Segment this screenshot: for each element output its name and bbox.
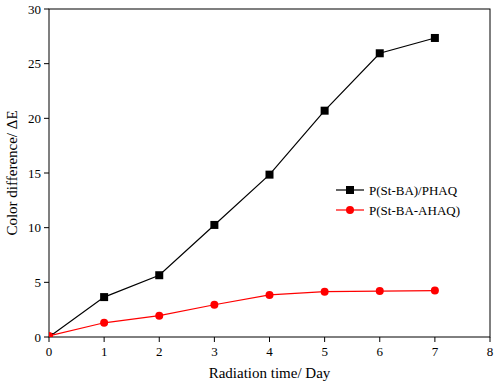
y-tick [44,9,49,10]
legend-label: P(St-BA-AHAQ) [369,203,460,218]
x-tick-label: 2 [156,344,163,359]
legend: P(St-BA)/PHAQ P(St-BA-AHAQ) [336,183,460,218]
x-tick-label: 5 [321,344,328,359]
point-circle [210,301,218,309]
y-tick [44,227,49,228]
point-circle [49,332,53,337]
point-square [431,34,439,42]
y-tick-label: 30 [28,2,41,17]
point-square [155,271,163,279]
point-square [376,49,384,57]
point-square [210,221,218,229]
legend-label: P(St-BA)/PHAQ [369,183,458,198]
point-circle [266,291,274,299]
y-tick-label: 0 [35,330,42,345]
y-tick [44,118,49,119]
series-line [49,291,435,336]
x-tick [379,337,380,342]
chart: 0 1 2 3 4 5 6 7 8 0 5 10 15 20 25 30 Radiation time/ Day… [0,0,500,388]
y-tick [44,63,49,64]
point-circle [100,319,108,327]
point-circle [431,287,439,295]
x-tick [490,337,491,342]
x-tick [49,337,50,342]
x-tick [434,337,435,342]
plot-frame [49,9,490,337]
point-circle [321,288,329,296]
point-square [100,293,108,301]
legend-marker [346,206,354,214]
point-square [266,171,274,179]
y-tick [44,282,49,283]
x-tick-label: 7 [432,344,439,359]
point-square [321,107,329,115]
x-tick [269,337,270,342]
x-tick [214,337,215,342]
y-tick-label: 20 [28,111,41,126]
y-tick-label: 25 [28,56,41,71]
x-tick [324,337,325,342]
y-tick [44,173,49,174]
y-axis-label: Color difference/ ΔE [4,110,20,235]
y-tick-label: 15 [28,166,41,181]
x-tick [159,337,160,342]
y-tick [44,337,49,338]
x-tick-label: 3 [211,344,218,359]
x-axis-label: Radiation time/ Day [209,365,331,381]
point-circle [376,287,384,295]
point-circle [155,312,163,320]
x-tick-label: 4 [266,344,273,359]
legend-marker [346,186,354,194]
x-tick-label: 1 [101,344,108,359]
x-tick-label: 6 [377,344,384,359]
x-tick [104,337,105,342]
x-tick-label: 8 [487,344,494,359]
y-tick-label: 10 [28,220,41,235]
x-tick-label: 0 [46,344,53,359]
y-tick-label: 5 [35,275,42,290]
